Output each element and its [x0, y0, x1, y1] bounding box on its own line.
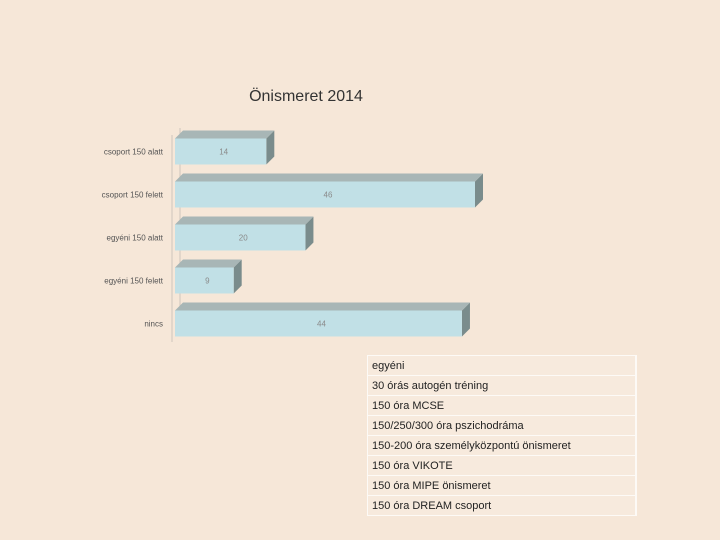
bar: [175, 224, 306, 251]
bar-top: [175, 302, 470, 311]
bar-group: 14 csoport 150 alatt 46 csoport 150 felett 2…: [102, 130, 483, 337]
bar-side: [475, 173, 483, 208]
table-row: 30 órás autogén tréning: [367, 375, 637, 396]
data-label: 9: [205, 277, 210, 286]
table-row: 150 óra DREAM csoport: [367, 495, 637, 516]
bar-top: [175, 216, 314, 225]
bar-side: [461, 302, 470, 337]
category-label: egyéni 150 felett: [104, 277, 163, 286]
table-cell: 150 óra MCSE: [367, 395, 637, 416]
category-label: nincs: [144, 320, 163, 329]
bar-top: [175, 259, 242, 268]
table-row: 150 óra MIPE önismeret: [367, 475, 637, 496]
table-row: 150 óra MCSE: [367, 395, 637, 416]
chart-title: Önismeret 2014: [249, 87, 363, 105]
notes-table: egyéni 30 órás autogén tréning 150 óra MCS…: [367, 355, 637, 516]
bar-top: [175, 130, 275, 139]
bar: [175, 138, 267, 165]
bar-side: [233, 259, 242, 294]
table-cell: 30 órás autogén tréning: [367, 375, 637, 396]
table-row: egyéni: [367, 355, 637, 376]
table-row: 150/250/300 óra pszichodráma: [367, 415, 637, 436]
category-label: egyéni 150 alatt: [107, 234, 164, 243]
bar-side: [266, 130, 275, 165]
data-label: 44: [317, 320, 326, 329]
bar-top: [175, 173, 483, 182]
table-cell: 150-200 óra személyközpontú önismeret: [367, 435, 637, 456]
category-label: csoport 150 felett: [102, 191, 164, 200]
table-row: 150-200 óra személyközpontú önismeret: [367, 435, 637, 456]
data-label: 20: [239, 234, 248, 243]
category-label: csoport 150 alatt: [104, 148, 164, 157]
data-label: 46: [324, 191, 333, 200]
table-cell: 150/250/300 óra pszichodráma: [367, 415, 637, 436]
bar: [175, 181, 475, 208]
table-cell: 150 óra MIPE önismeret: [367, 475, 637, 496]
bar-side: [305, 216, 314, 251]
bar: [175, 310, 462, 337]
table-cell: 150 óra DREAM csoport: [367, 495, 637, 516]
table-cell: egyéni: [367, 355, 637, 376]
table-cell: 150 óra VIKOTE: [367, 455, 637, 476]
table-row: 150 óra VIKOTE: [367, 455, 637, 476]
bar: [175, 267, 234, 294]
data-label: 14: [219, 148, 228, 157]
bar-chart: Önismeret 2014 14 csoport 150 alatt 46 csop…: [102, 87, 483, 342]
